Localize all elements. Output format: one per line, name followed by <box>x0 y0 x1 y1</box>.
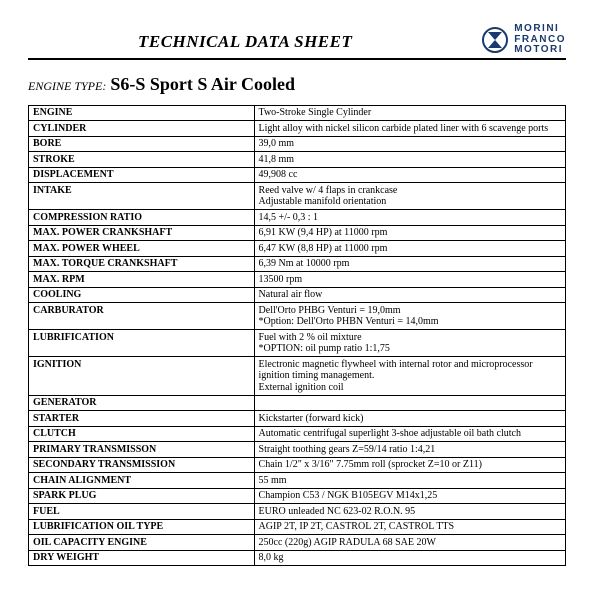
table-row: MAX. POWER WHEEL6,47 KW (8,8 HP) at 1100… <box>29 241 566 257</box>
spec-label: STROKE <box>29 152 255 168</box>
spec-value: 41,8 mm <box>254 152 565 168</box>
spec-value: 6,91 KW (9,4 HP) at 11000 rpm <box>254 225 565 241</box>
spec-value: 55 mm <box>254 473 565 489</box>
spec-label: IGNITION <box>29 357 255 396</box>
spec-value <box>254 395 565 411</box>
spec-label: LUBRIFICATION <box>29 330 255 357</box>
spec-label: COOLING <box>29 287 255 303</box>
brand-logo: MORINI FRANCO MOTORI <box>482 24 566 56</box>
spec-label: CYLINDER <box>29 121 255 137</box>
table-row: ENGINETwo-Stroke Single Cylinder <box>29 105 566 121</box>
table-row: SECONDARY TRANSMISSIONChain 1/2" x 3/16"… <box>29 457 566 473</box>
table-row: BORE39,0 mm <box>29 136 566 152</box>
table-row: MAX. RPM13500 rpm <box>29 272 566 288</box>
spec-label: DRY WEIGHT <box>29 550 255 566</box>
spec-value: EURO unleaded NC 623-02 R.O.N. 95 <box>254 504 565 520</box>
table-row: STROKE41,8 mm <box>29 152 566 168</box>
spec-label: INTAKE <box>29 183 255 210</box>
spec-label: COMPRESSION RATIO <box>29 210 255 226</box>
spec-label: PRIMARY TRANSMISSON <box>29 442 255 458</box>
table-row: LUBRIFICATION OIL TYPEAGIP 2T, IP 2T, CA… <box>29 519 566 535</box>
spec-label: DISPLACEMENT <box>29 167 255 183</box>
spec-label: GENERATOR <box>29 395 255 411</box>
spec-label: MAX. RPM <box>29 272 255 288</box>
table-row: OIL CAPACITY ENGINE250cc (220g) AGIP RAD… <box>29 535 566 551</box>
engine-type-line: ENGINE TYPE: S6-S Sport S Air Cooled <box>28 74 566 95</box>
spec-value: AGIP 2T, IP 2T, CASTROL 2T, CASTROL TTS <box>254 519 565 535</box>
spec-value: 6,47 KW (8,8 HP) at 11000 rpm <box>254 241 565 257</box>
brand-line-3: MOTORI <box>514 45 566 56</box>
table-row: CYLINDERLight alloy with nickel silicon … <box>29 121 566 137</box>
spec-label: ENGINE <box>29 105 255 121</box>
table-row: DRY WEIGHT8,0 kg <box>29 550 566 566</box>
spec-value: Dell'Orto PHBG Venturi = 19,0mm*Option: … <box>254 303 565 330</box>
engine-type-label: ENGINE TYPE: <box>28 79 106 93</box>
spec-value: Champion C53 / NGK B105EGV M14x1,25 <box>254 488 565 504</box>
spec-value: Automatic centrifugal superlight 3-shoe … <box>254 426 565 442</box>
table-row: CARBURATORDell'Orto PHBG Venturi = 19,0m… <box>29 303 566 330</box>
table-row: LUBRIFICATIONFuel with 2 % oil mixture*O… <box>29 330 566 357</box>
spec-value: 14,5 +/- 0,3 : 1 <box>254 210 565 226</box>
table-row: GENERATOR <box>29 395 566 411</box>
hourglass-icon <box>482 27 508 53</box>
spec-value: Electronic magnetic flywheel with intern… <box>254 357 565 396</box>
table-row: CLUTCHAutomatic centrifugal superlight 3… <box>29 426 566 442</box>
spec-value: Two-Stroke Single Cylinder <box>254 105 565 121</box>
table-row: DISPLACEMENT49,908 cc <box>29 167 566 183</box>
spec-value: Chain 1/2" x 3/16" 7.75mm roll (sprocket… <box>254 457 565 473</box>
table-row: INTAKEReed valve w/ 4 flaps in crankcase… <box>29 183 566 210</box>
spec-label: CHAIN ALIGNMENT <box>29 473 255 489</box>
spec-label: CARBURATOR <box>29 303 255 330</box>
spec-label: CLUTCH <box>29 426 255 442</box>
table-row: STARTERKickstarter (forward kick) <box>29 411 566 427</box>
spec-label: SECONDARY TRANSMISSION <box>29 457 255 473</box>
table-row: SPARK PLUGChampion C53 / NGK B105EGV M14… <box>29 488 566 504</box>
table-row: COOLINGNatural air flow <box>29 287 566 303</box>
spec-value: 250cc (220g) AGIP RADULA 68 SAE 20W <box>254 535 565 551</box>
spec-label: MAX. POWER WHEEL <box>29 241 255 257</box>
table-row: FUELEURO unleaded NC 623-02 R.O.N. 95 <box>29 504 566 520</box>
spec-value: Light alloy with nickel silicon carbide … <box>254 121 565 137</box>
header-bar: TECHNICAL DATA SHEET MORINI FRANCO MOTOR… <box>28 24 566 60</box>
page-title: TECHNICAL DATA SHEET <box>138 32 352 52</box>
spec-label: BORE <box>29 136 255 152</box>
spec-label: FUEL <box>29 504 255 520</box>
spec-label: LUBRIFICATION OIL TYPE <box>29 519 255 535</box>
spec-value: 49,908 cc <box>254 167 565 183</box>
brand-text: MORINI FRANCO MOTORI <box>514 24 566 56</box>
spec-value: Reed valve w/ 4 flaps in crankcaseAdjust… <box>254 183 565 210</box>
spec-label: MAX. POWER CRANKSHAFT <box>29 225 255 241</box>
spec-table-body: ENGINETwo-Stroke Single CylinderCYLINDER… <box>29 105 566 566</box>
spec-label: MAX. TORQUE CRANKSHAFT <box>29 256 255 272</box>
spec-value: Kickstarter (forward kick) <box>254 411 565 427</box>
brand-line-1: MORINI <box>514 24 566 35</box>
spec-value: Natural air flow <box>254 287 565 303</box>
table-row: COMPRESSION RATIO14,5 +/- 0,3 : 1 <box>29 210 566 226</box>
spec-value: Straight toothing gears Z=59/14 ratio 1:… <box>254 442 565 458</box>
table-row: CHAIN ALIGNMENT55 mm <box>29 473 566 489</box>
spec-table: ENGINETwo-Stroke Single CylinderCYLINDER… <box>28 105 566 567</box>
table-row: PRIMARY TRANSMISSONStraight toothing gea… <box>29 442 566 458</box>
table-row: MAX. POWER CRANKSHAFT6,91 KW (9,4 HP) at… <box>29 225 566 241</box>
spec-value: 6,39 Nm at 10000 rpm <box>254 256 565 272</box>
spec-value: 8,0 kg <box>254 550 565 566</box>
spec-label: STARTER <box>29 411 255 427</box>
spec-value: 39,0 mm <box>254 136 565 152</box>
spec-label: OIL CAPACITY ENGINE <box>29 535 255 551</box>
engine-type-value: S6-S Sport S Air Cooled <box>110 74 295 94</box>
spec-value: 13500 rpm <box>254 272 565 288</box>
spec-value: Fuel with 2 % oil mixture*OPTION: oil pu… <box>254 330 565 357</box>
table-row: IGNITIONElectronic magnetic flywheel wit… <box>29 357 566 396</box>
spec-label: SPARK PLUG <box>29 488 255 504</box>
table-row: MAX. TORQUE CRANKSHAFT6,39 Nm at 10000 r… <box>29 256 566 272</box>
